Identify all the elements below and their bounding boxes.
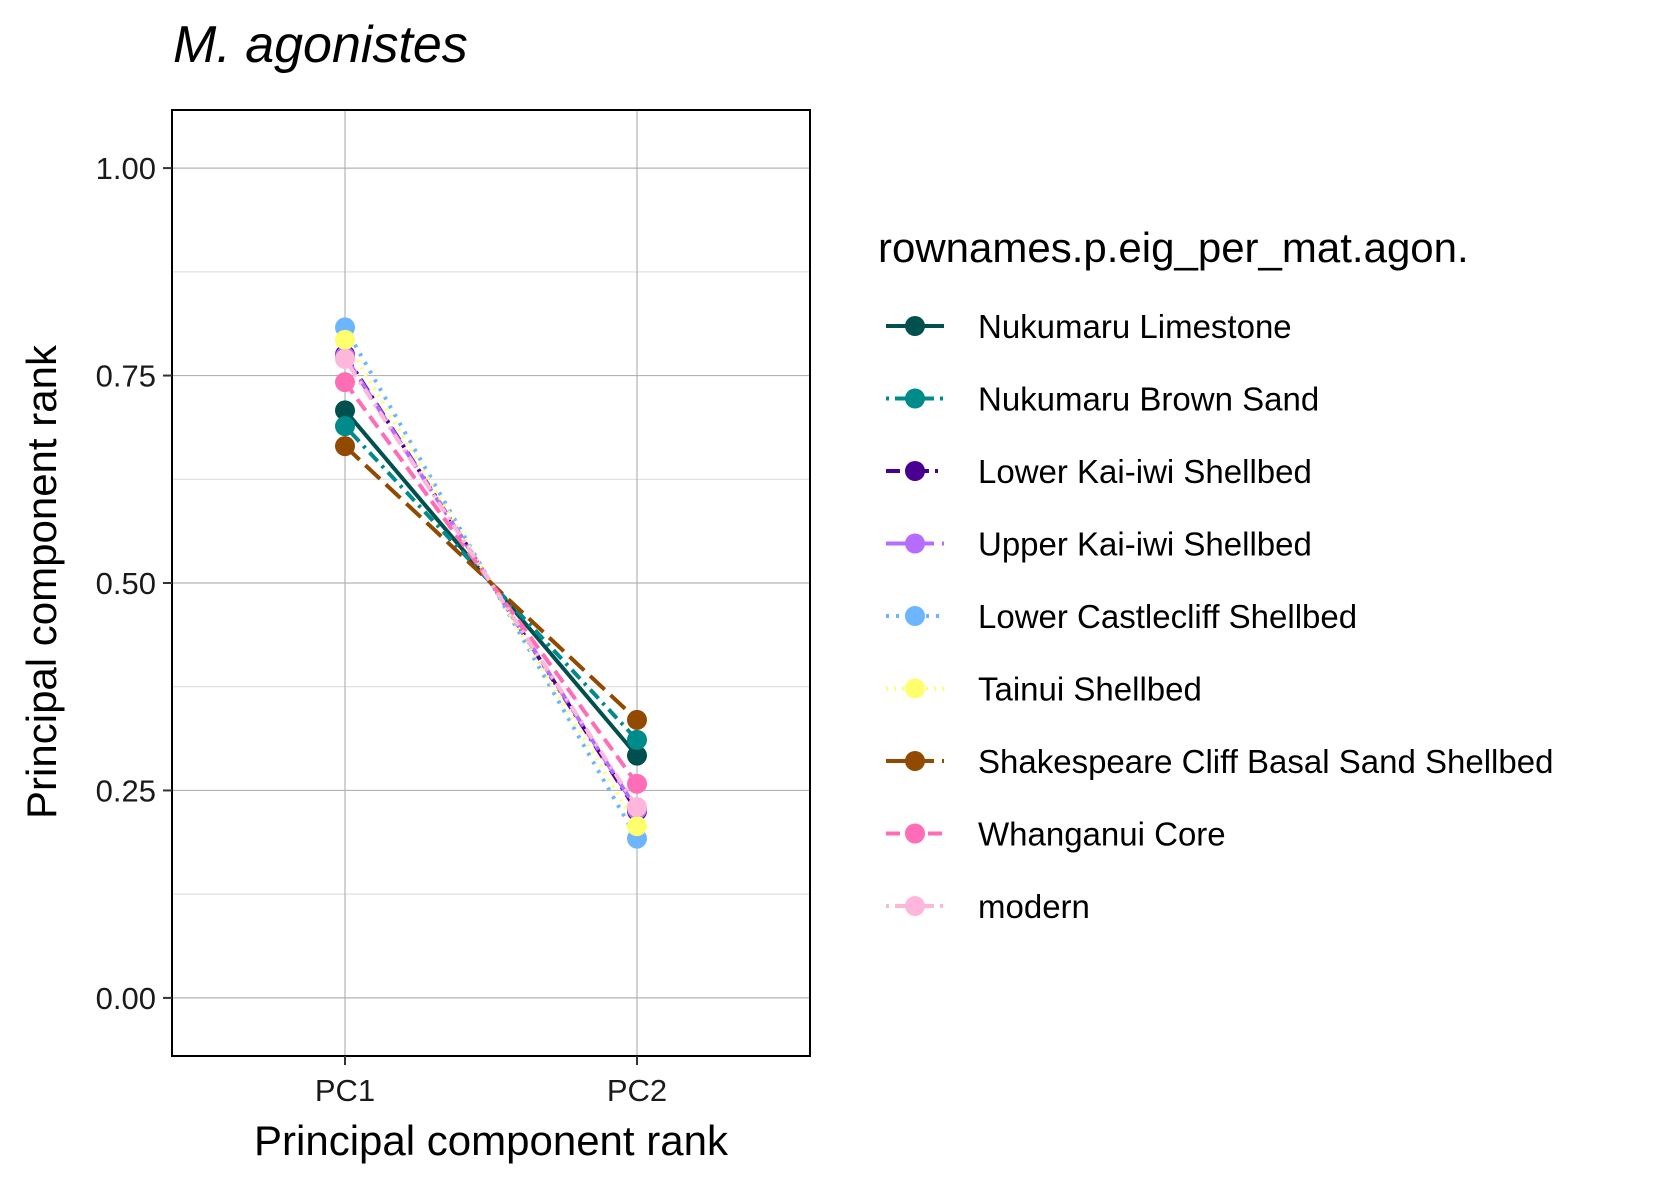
x-tick-label: PC2 xyxy=(607,1073,667,1108)
y-tick-label: 0.25 xyxy=(96,773,156,808)
y-axis-title: Principal component rank xyxy=(18,344,65,819)
series-line xyxy=(343,357,639,809)
legend-key-point xyxy=(905,751,925,771)
legend-key-point xyxy=(905,388,925,409)
legend-key-point xyxy=(905,823,925,844)
legend-label: modern xyxy=(978,888,1090,925)
legend-label: Whanganui Core xyxy=(978,816,1226,853)
legend-key-point xyxy=(905,461,925,481)
grid xyxy=(172,110,810,1056)
legend: rownames.p.eig_per_mat.agon. Nukumaru Li… xyxy=(878,224,1553,925)
data-point xyxy=(627,745,647,766)
data-point xyxy=(335,436,355,457)
legend-key-point xyxy=(905,316,925,336)
y-axis: 0.00 0.25 0.50 0.75 1.00 xyxy=(96,151,172,1016)
data-point xyxy=(335,329,355,350)
y-tick-label: 1.00 xyxy=(96,151,156,186)
legend-key-point xyxy=(905,678,925,699)
legend-label: Shakespeare Cliff Basal Sand Shellbed xyxy=(978,743,1553,780)
data-point xyxy=(627,797,647,818)
data-point xyxy=(335,416,355,437)
y-tick-label: 0.50 xyxy=(96,566,156,601)
data-point xyxy=(335,348,355,369)
legend-label: Lower Castlecliff Shellbed xyxy=(978,598,1357,635)
legend-key-point xyxy=(905,896,925,916)
data-point xyxy=(335,372,355,393)
chart-title: M. agonistes xyxy=(173,16,468,74)
data-point xyxy=(627,729,647,750)
legend-key-point xyxy=(905,606,925,626)
data-point xyxy=(627,816,647,837)
data-point xyxy=(627,709,647,730)
legend-title: rownames.p.eig_per_mat.agon. xyxy=(878,224,1469,271)
data-point xyxy=(335,400,355,421)
series-line xyxy=(343,338,639,828)
series-line xyxy=(343,424,639,742)
legend-items: Nukumaru Limestone Nukumaru Brown Sand Low… xyxy=(886,308,1553,925)
y-tick-label: 0.75 xyxy=(96,359,156,394)
legend-label: Tainui Shellbed xyxy=(978,671,1202,708)
legend-key-point xyxy=(905,533,925,554)
series-line xyxy=(343,444,639,722)
x-axis: PC1 PC2 xyxy=(315,1056,667,1108)
plot-panel xyxy=(171,109,811,1057)
legend-label: Lower Kai-iwi Shellbed xyxy=(978,453,1312,490)
data-point xyxy=(627,773,647,794)
series-lines xyxy=(343,326,639,840)
legend-label: Nukumaru Limestone xyxy=(978,308,1292,345)
legend-label: Upper Kai-iwi Shellbed xyxy=(978,526,1312,563)
series-line xyxy=(343,326,639,840)
y-tick-label: 0.00 xyxy=(96,981,156,1016)
x-tick-label: PC1 xyxy=(315,1073,375,1108)
legend-label: Nukumaru Brown Sand xyxy=(978,381,1319,418)
x-axis-title: Principal component rank xyxy=(254,1117,729,1164)
series-points xyxy=(335,317,647,849)
